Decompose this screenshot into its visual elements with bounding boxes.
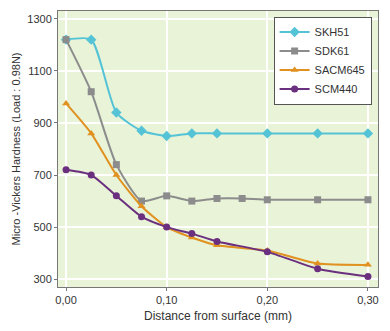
- svg-text:700: 700: [33, 169, 51, 181]
- svg-text:SKH51: SKH51: [315, 26, 350, 38]
- svg-text:500: 500: [33, 221, 51, 233]
- svg-text:SCM440: SCM440: [315, 83, 358, 95]
- svg-text:0,10: 0,10: [156, 294, 177, 306]
- svg-text:SACM645: SACM645: [315, 64, 365, 76]
- svg-text:1100: 1100: [28, 65, 52, 77]
- svg-text:SDK61: SDK61: [315, 45, 350, 57]
- svg-text:900: 900: [33, 117, 51, 129]
- svg-text:1300: 1300: [27, 13, 51, 25]
- svg-text:Distance from surface (mm): Distance from surface (mm): [144, 309, 292, 323]
- svg-text:Micro -Vickers Hardness (Load: Micro -Vickers Hardness (Load : 0.98N): [10, 53, 22, 246]
- svg-text:0,30: 0,30: [357, 294, 378, 306]
- svg-text:300: 300: [33, 273, 51, 285]
- svg-text:0,00: 0,00: [55, 294, 76, 306]
- svg-text:0,20: 0,20: [257, 294, 278, 306]
